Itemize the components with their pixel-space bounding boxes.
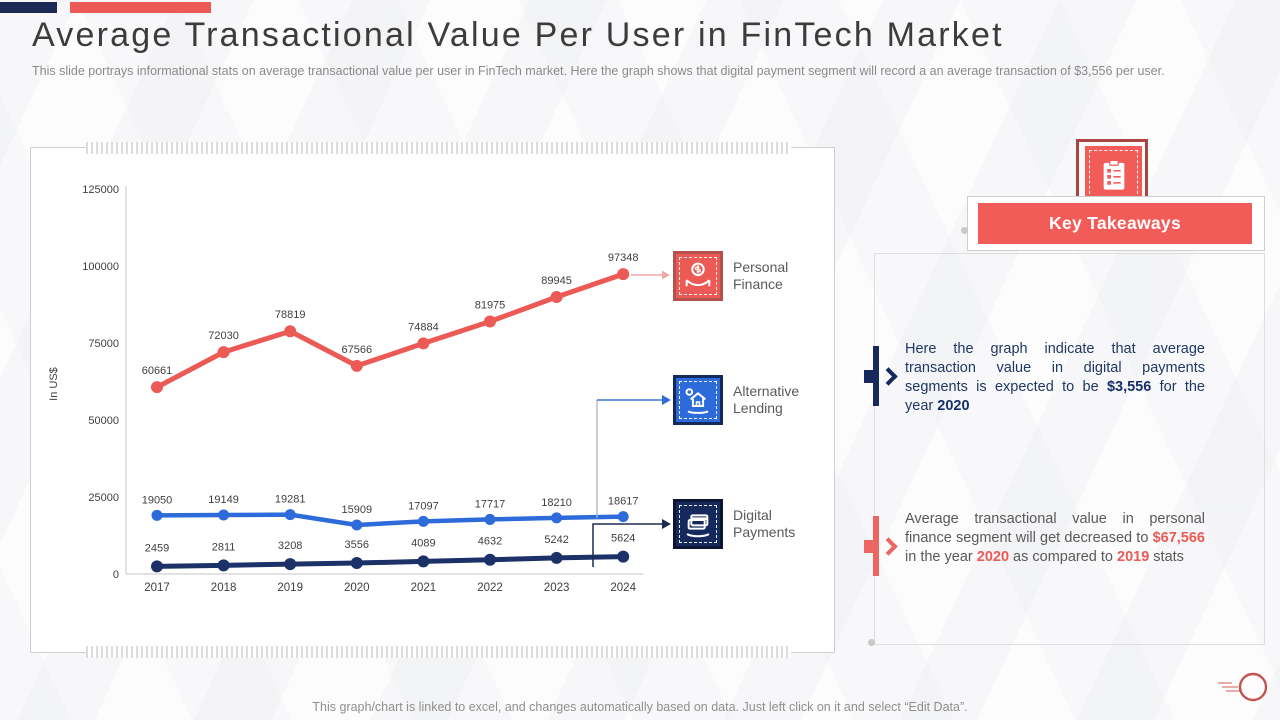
svg-text:25000: 25000 <box>88 492 119 504</box>
svg-text:0: 0 <box>113 569 119 581</box>
svg-text:89945: 89945 <box>541 275 572 287</box>
page-title: Average Transactional Value Per User in … <box>32 16 1004 54</box>
svg-text:In US$: In US$ <box>48 367 60 401</box>
svg-text:5624: 5624 <box>611 533 635 545</box>
svg-text:78819: 78819 <box>275 309 306 321</box>
handle-dot <box>961 227 968 234</box>
svg-text:50000: 50000 <box>88 415 119 427</box>
svg-text:2022: 2022 <box>477 582 503 594</box>
card-payment-hand-icon <box>673 499 723 549</box>
svg-text:2023: 2023 <box>544 582 570 594</box>
svg-text:5242: 5242 <box>544 534 568 546</box>
takeaways-icon-bracket <box>1076 139 1148 197</box>
clipboard-checklist-icon <box>1085 146 1142 203</box>
svg-text:2018: 2018 <box>211 582 237 594</box>
svg-text:17097: 17097 <box>408 500 439 512</box>
takeaway-text-personal-finance: Average transactional value in personal … <box>905 511 1205 565</box>
svg-text:2017: 2017 <box>144 582 170 594</box>
svg-text:75000: 75000 <box>88 338 119 350</box>
svg-text:18210: 18210 <box>541 497 572 509</box>
svg-text:67566: 67566 <box>342 344 373 356</box>
page-subtitle: This slide portrays informational stats … <box>32 64 1165 78</box>
legend-item-personal-finance: Personal Finance <box>673 251 821 301</box>
svg-text:18617: 18617 <box>608 496 639 508</box>
svg-text:2021: 2021 <box>411 582 437 594</box>
chart-container: 0 25000 50000 75000 100000 125000 In US$ 2017 20… <box>30 142 835 658</box>
svg-text:2024: 2024 <box>610 582 636 594</box>
svg-text:97348: 97348 <box>608 252 639 264</box>
legend-item-digital-payments: Digital Payments <box>673 499 821 549</box>
footer-note: This graph/chart is linked to excel, and… <box>312 700 968 714</box>
svg-text:2020: 2020 <box>344 582 370 594</box>
svg-text:125000: 125000 <box>82 184 119 196</box>
hatched-border-bottom <box>86 646 791 658</box>
line-chart: 0 25000 50000 75000 100000 125000 In US$ 2017 20… <box>48 184 671 594</box>
house-lending-icon <box>673 375 723 425</box>
legend-item-alternative-lending: Alternative Lending <box>673 375 821 425</box>
legend-label: Digital Payments <box>733 506 796 541</box>
company-logo <box>1212 669 1270 710</box>
hands-holding-money-icon <box>673 251 723 301</box>
svg-text:19281: 19281 <box>275 494 306 506</box>
svg-text:4632: 4632 <box>478 536 502 548</box>
svg-text:72030: 72030 <box>208 330 239 342</box>
svg-text:2019: 2019 <box>277 582 303 594</box>
svg-text:3556: 3556 <box>345 539 369 551</box>
svg-text:19050: 19050 <box>142 494 173 506</box>
takeaways-body-frame <box>874 253 1265 645</box>
svg-text:81975: 81975 <box>475 300 506 312</box>
svg-text:100000: 100000 <box>82 261 119 273</box>
svg-text:74884: 74884 <box>408 321 439 333</box>
svg-text:3208: 3208 <box>278 540 302 552</box>
svg-text:17717: 17717 <box>475 498 506 510</box>
takeaways-header: Key Takeaways <box>978 203 1252 244</box>
svg-text:2459: 2459 <box>145 542 169 554</box>
svg-text:2811: 2811 <box>212 541 236 553</box>
handle-dot <box>868 639 875 646</box>
hatched-border-top <box>86 142 791 154</box>
svg-text:19149: 19149 <box>208 494 239 506</box>
takeaway-bullet-marker <box>864 346 898 406</box>
takeaway-text-digital-payments: Here the graph indicate that average tra… <box>905 341 1205 414</box>
legend-label: Alternative Lending <box>733 382 800 417</box>
takeaway-bullet-marker <box>864 516 898 576</box>
svg-text:60661: 60661 <box>142 365 173 377</box>
accent-bar-red <box>70 2 211 13</box>
accent-bar-navy <box>0 2 57 13</box>
svg-text:15909: 15909 <box>342 504 373 516</box>
svg-text:4089: 4089 <box>411 537 435 549</box>
legend-label: Personal Finance <box>733 258 789 293</box>
